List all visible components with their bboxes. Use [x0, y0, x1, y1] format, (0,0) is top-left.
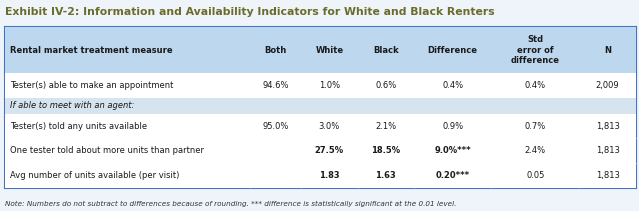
Text: 0.6%: 0.6%	[375, 81, 396, 90]
Text: 1.0%: 1.0%	[319, 81, 340, 90]
Text: Exhibit IV-2: Information and Availability Indicators for White and Black Renter: Exhibit IV-2: Information and Availabili…	[5, 7, 495, 17]
Text: One tester told about more units than partner: One tester told about more units than pa…	[10, 146, 204, 155]
Text: White: White	[316, 46, 344, 55]
Text: Rental market treatment measure: Rental market treatment measure	[10, 46, 172, 55]
Text: 0.4%: 0.4%	[525, 81, 546, 90]
Text: 0.05: 0.05	[526, 171, 544, 180]
Text: Black: Black	[373, 46, 399, 55]
Text: Tester(s) able to make an appointment: Tester(s) able to make an appointment	[10, 81, 173, 90]
Text: 2.1%: 2.1%	[375, 122, 396, 131]
Text: N: N	[604, 46, 611, 55]
Text: 0.20***: 0.20***	[436, 171, 470, 180]
Text: 0.7%: 0.7%	[525, 122, 546, 131]
Text: 3.0%: 3.0%	[319, 122, 340, 131]
Text: 94.6%: 94.6%	[262, 81, 289, 90]
Text: 0.9%: 0.9%	[442, 122, 463, 131]
Text: 1,813: 1,813	[596, 146, 620, 155]
Text: 2.4%: 2.4%	[525, 146, 546, 155]
Text: 2,009: 2,009	[596, 81, 619, 90]
Text: Std
error of
difference: Std error of difference	[511, 35, 560, 65]
Text: Both: Both	[265, 46, 286, 55]
Text: 1,813: 1,813	[596, 171, 620, 180]
Text: 9.0%***: 9.0%***	[435, 146, 471, 155]
Text: 27.5%: 27.5%	[315, 146, 344, 155]
Text: 95.0%: 95.0%	[262, 122, 289, 131]
Text: 18.5%: 18.5%	[371, 146, 401, 155]
Text: 1.83: 1.83	[319, 171, 340, 180]
Text: Note: Numbers do not subtract to differences because of rounding. *** difference: Note: Numbers do not subtract to differe…	[5, 201, 456, 207]
Text: If able to meet with an agent:: If able to meet with an agent:	[10, 101, 134, 110]
Text: Tester(s) told any units available: Tester(s) told any units available	[10, 122, 147, 131]
Text: 1,813: 1,813	[596, 122, 620, 131]
Text: Difference: Difference	[427, 46, 478, 55]
Text: 0.4%: 0.4%	[442, 81, 463, 90]
Text: 1.63: 1.63	[376, 171, 396, 180]
Text: Avg number of units available (per visit): Avg number of units available (per visit…	[10, 171, 179, 180]
